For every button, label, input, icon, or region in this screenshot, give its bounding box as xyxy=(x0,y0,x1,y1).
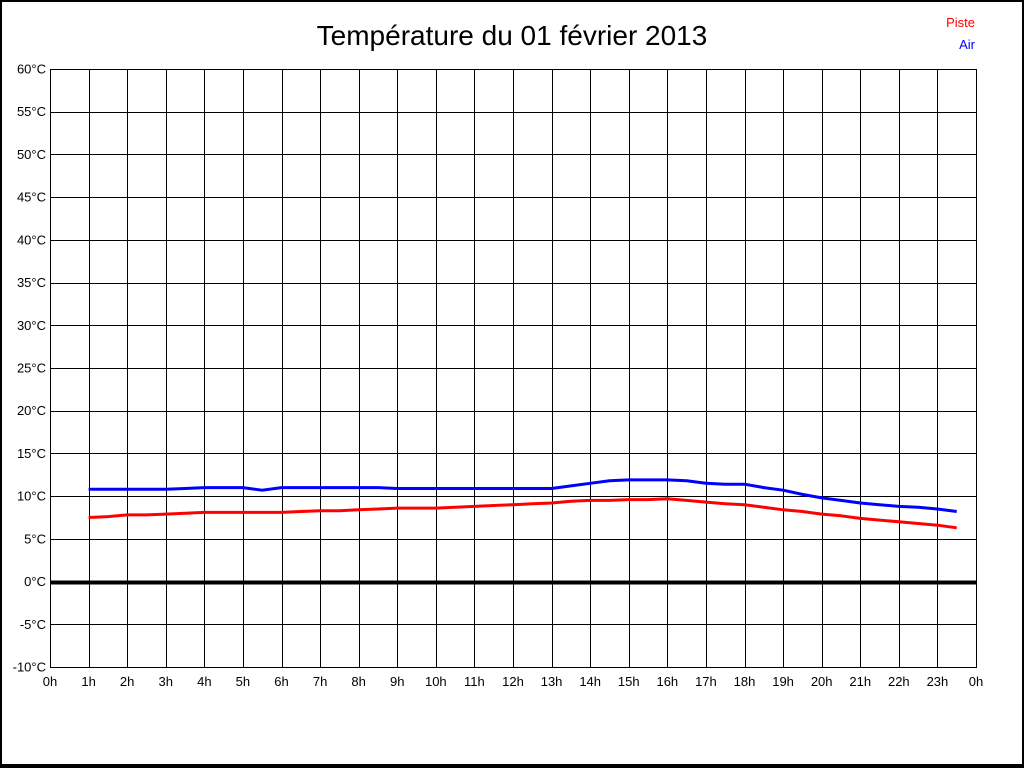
x-tick-label: 19h xyxy=(772,674,794,689)
x-tick-label: 18h xyxy=(734,674,756,689)
x-tick-label: 7h xyxy=(313,674,327,689)
y-tick-label: 40°C xyxy=(17,232,46,247)
x-tick-label: 11h xyxy=(464,674,485,689)
x-tick-label: 17h xyxy=(695,674,717,689)
x-tick-label: 2h xyxy=(120,674,134,689)
y-tick-label: -5°C xyxy=(20,617,46,632)
x-tick-label: 0h xyxy=(969,674,983,689)
plot-frame xyxy=(50,69,977,668)
y-tick-label: 35°C xyxy=(17,275,46,290)
legend-item-air: Air xyxy=(959,37,975,52)
y-tick-label: 25°C xyxy=(17,361,46,376)
x-tick-label: 22h xyxy=(888,674,910,689)
x-tick-label: 14h xyxy=(579,674,601,689)
y-tick-label: 30°C xyxy=(17,318,46,333)
legend-item-piste: Piste xyxy=(946,15,975,30)
x-tick-label: 15h xyxy=(618,674,640,689)
y-tick-label: 60°C xyxy=(17,62,46,77)
chart-title: Température du 01 février 2013 xyxy=(316,20,708,51)
y-tick-label: 55°C xyxy=(17,104,46,119)
y-tick-label: 10°C xyxy=(17,489,46,504)
x-tick-label: 13h xyxy=(541,674,563,689)
x-tick-label: 3h xyxy=(159,674,173,689)
chart-legend: Piste Air xyxy=(946,12,975,56)
y-tick-label: 15°C xyxy=(17,446,46,461)
y-tick-label: -10°C xyxy=(13,660,46,675)
x-tick-label: 10h xyxy=(425,674,447,689)
series-line-piste xyxy=(88,497,957,530)
y-tick-label: 0°C xyxy=(24,574,46,589)
y-tick-label: 50°C xyxy=(17,147,46,162)
x-tick-label: 20h xyxy=(811,674,833,689)
series-line-air xyxy=(88,478,957,513)
y-tick-label: 45°C xyxy=(17,190,46,205)
x-tick-label: 9h xyxy=(390,674,404,689)
y-tick-label: 5°C xyxy=(24,531,46,546)
x-tick-label: 8h xyxy=(351,674,365,689)
x-tick-label: 0h xyxy=(43,674,57,689)
x-tick-label: 12h xyxy=(502,674,524,689)
x-tick-label: 16h xyxy=(656,674,678,689)
y-tick-label: 20°C xyxy=(17,403,46,418)
x-tick-label: 21h xyxy=(849,674,871,689)
x-tick-label: 23h xyxy=(927,674,949,689)
x-tick-label: 5h xyxy=(236,674,250,689)
x-tick-label: 1h xyxy=(81,674,95,689)
x-tick-label: 6h xyxy=(274,674,288,689)
x-tick-label: 4h xyxy=(197,674,211,689)
